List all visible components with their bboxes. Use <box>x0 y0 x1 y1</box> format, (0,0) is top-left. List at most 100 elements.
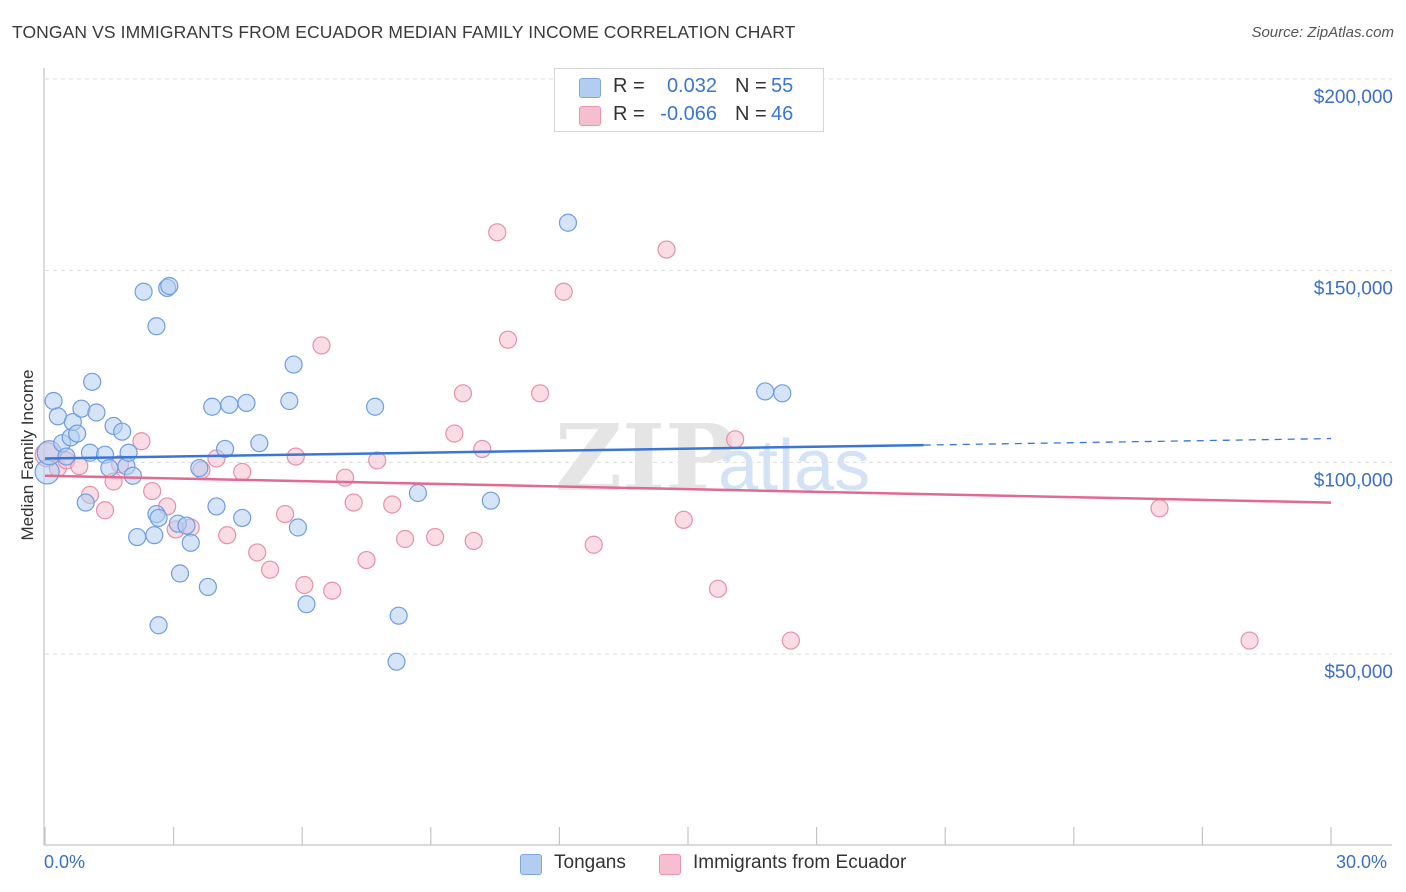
ecuador-point <box>657 240 676 259</box>
tongan-point <box>207 497 226 516</box>
ecuador-point <box>395 529 415 549</box>
r-label: R = <box>613 103 645 125</box>
stats-row-tongans: R = 0.032 N = 55 <box>555 73 823 101</box>
ecuador-point <box>445 424 464 443</box>
ecuador-point <box>464 531 483 551</box>
tongan-point <box>149 508 168 528</box>
tongan-point <box>297 595 316 614</box>
ecuador-point <box>218 526 237 545</box>
tongan-point <box>408 483 428 503</box>
tongan-point <box>198 577 217 597</box>
ecuador-point <box>132 432 151 451</box>
tongan-point <box>481 491 500 510</box>
ecuador-point <box>1240 631 1259 650</box>
tongan-point <box>160 276 179 296</box>
tongan-point <box>177 516 196 535</box>
ecuador-point <box>488 223 507 242</box>
ecuador-point <box>357 550 376 570</box>
tongan-point <box>72 399 91 418</box>
tongan-points <box>34 213 792 671</box>
tongan-point <box>147 317 166 336</box>
tongan-point <box>365 397 385 416</box>
ecuador-point <box>335 468 355 487</box>
y-tick-label: $150,000 <box>1314 279 1393 300</box>
ecuador-point <box>323 581 342 600</box>
tongan-trend-extension <box>923 437 1332 446</box>
ecuador-point <box>275 504 295 524</box>
tongan-point <box>149 616 168 635</box>
ecuador-point <box>453 384 473 403</box>
tongan-point <box>87 403 106 422</box>
n-label: N = <box>735 75 767 97</box>
tongan-point <box>134 282 153 301</box>
tongan-point <box>170 564 190 583</box>
ecuador-point <box>383 495 402 514</box>
chart-title: TONGAN VS IMMIGRANTS FROM ECUADOR MEDIAN… <box>12 22 796 42</box>
ecuador-point <box>781 631 800 650</box>
tongan-point <box>68 424 87 443</box>
y-tick-label: $100,000 <box>1314 470 1393 491</box>
ecuador-point <box>554 282 573 301</box>
tongan-point <box>128 527 147 547</box>
ecuador-point <box>425 527 445 547</box>
ecuador-point <box>584 535 603 554</box>
ecuador-point <box>726 430 745 449</box>
y-tick-label: $50,000 <box>1324 662 1393 683</box>
ecuador-point <box>286 447 305 466</box>
ecuador-point <box>143 481 162 501</box>
ecuador-point <box>498 330 518 349</box>
ecuador-point <box>295 575 314 595</box>
tongan-point <box>100 458 119 478</box>
legend-label: Tongans <box>554 852 626 873</box>
ecuador-swatch <box>579 106 601 126</box>
ecuador-point <box>260 560 280 579</box>
tongan-point <box>387 652 406 671</box>
tongan-point <box>145 526 164 545</box>
ecuador-point <box>674 510 693 529</box>
grid-lines <box>45 78 1392 655</box>
legend-label: Immigrants from Ecuador <box>693 852 907 873</box>
source-label: Source: ZipAtlas.com <box>1251 24 1394 41</box>
tongan-point <box>284 355 303 374</box>
tongan-point <box>237 393 256 413</box>
stats-row-ecuador: R = -0.066 N = 46 <box>555 101 823 129</box>
r-label: R = <box>613 75 645 97</box>
tongan-point <box>203 397 222 416</box>
ecuador-legend-swatch <box>659 854 681 875</box>
tongan-point <box>190 458 209 478</box>
ecuador-trend-line <box>44 474 1332 504</box>
tongan-point <box>389 606 408 625</box>
tongan-point <box>756 382 775 401</box>
x-tick-label-min: 0.0% <box>44 852 86 872</box>
x-tick-label-max: 30.0% <box>1336 852 1388 872</box>
tongan-point <box>113 422 132 441</box>
correlation-stats-box: R = 0.032 N = 55 R = -0.066 N = 46 <box>554 68 824 132</box>
ecuador-point <box>1150 499 1169 518</box>
tongan-point <box>250 434 269 453</box>
ecuador-point <box>473 439 492 459</box>
r-value: 0.032 <box>666 75 717 97</box>
y-tick-label: $200,000 <box>1314 87 1393 108</box>
ecuador-point <box>531 384 550 403</box>
tongan-point <box>76 493 95 512</box>
ecuador-point <box>344 493 363 512</box>
ecuador-point <box>248 543 267 562</box>
ecuador-point <box>233 462 252 482</box>
tongan-point <box>57 447 76 466</box>
tongans-legend-swatch <box>520 854 542 875</box>
n-label: N = <box>735 103 767 125</box>
r-value: -0.066 <box>660 103 717 125</box>
n-value: 46 <box>771 103 794 125</box>
n-value: 55 <box>771 75 794 97</box>
tongan-point <box>773 384 792 403</box>
ecuador-point <box>312 336 331 355</box>
tongans-swatch <box>579 78 601 98</box>
y-axis-label: Median Family Income <box>18 369 37 541</box>
tongan-point <box>123 466 142 485</box>
trend-lines <box>44 437 1332 504</box>
tongan-point <box>119 443 138 462</box>
tongan-point <box>233 508 252 528</box>
ecuador-point <box>95 501 115 520</box>
tongan-point <box>83 372 102 391</box>
zipatlas-watermark: ZIP atlas <box>555 404 870 512</box>
